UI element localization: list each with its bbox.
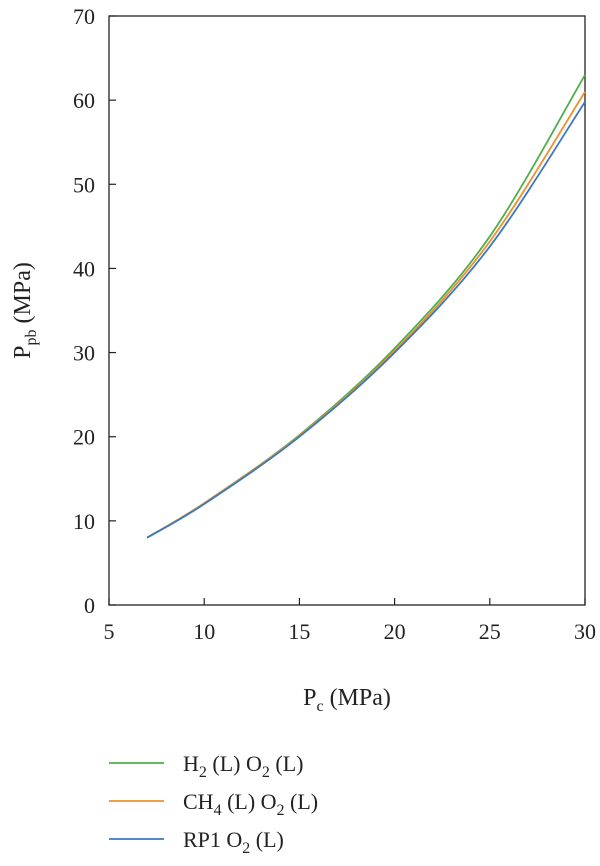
y-tick-label: 50 bbox=[73, 172, 95, 197]
y-tick-label: 40 bbox=[73, 256, 95, 281]
x-tick-label: 15 bbox=[288, 619, 310, 644]
y-tick-label: 30 bbox=[73, 341, 95, 366]
x-tick-label: 5 bbox=[104, 619, 115, 644]
x-axis-title: Pc (MPa) bbox=[303, 685, 391, 715]
series-line-2 bbox=[146, 91, 586, 539]
y-tick-label: 70 bbox=[73, 4, 95, 29]
y-tick-label: 10 bbox=[73, 509, 95, 534]
x-tick-label: 25 bbox=[479, 619, 501, 644]
x-tick-label: 30 bbox=[574, 619, 596, 644]
axis-ticks: 5 10 15 20 25 30 0 10 20 30 40 50 60 70 bbox=[73, 4, 596, 644]
series-line-1 bbox=[146, 74, 586, 539]
legend: H2 (L) O2 (L) CH4 (L) O2 (L) RP1 O2 (L) bbox=[109, 751, 318, 857]
series-line-3 bbox=[146, 101, 586, 539]
legend-label-3: RP1 O2 (L) bbox=[183, 827, 284, 857]
plot-frame bbox=[108, 15, 586, 606]
series-lines bbox=[146, 74, 586, 539]
y-tick-label: 20 bbox=[73, 425, 95, 450]
legend-label-2: CH4 (L) O2 (L) bbox=[183, 789, 318, 819]
y-axis-title: Ppb (MPa) bbox=[10, 262, 40, 359]
y-tick-label: 0 bbox=[84, 593, 95, 618]
legend-label-1: H2 (L) O2 (L) bbox=[183, 751, 303, 781]
y-tick-label: 60 bbox=[73, 88, 95, 113]
x-tick-label: 20 bbox=[384, 619, 406, 644]
x-tick-label: 10 bbox=[193, 619, 215, 644]
